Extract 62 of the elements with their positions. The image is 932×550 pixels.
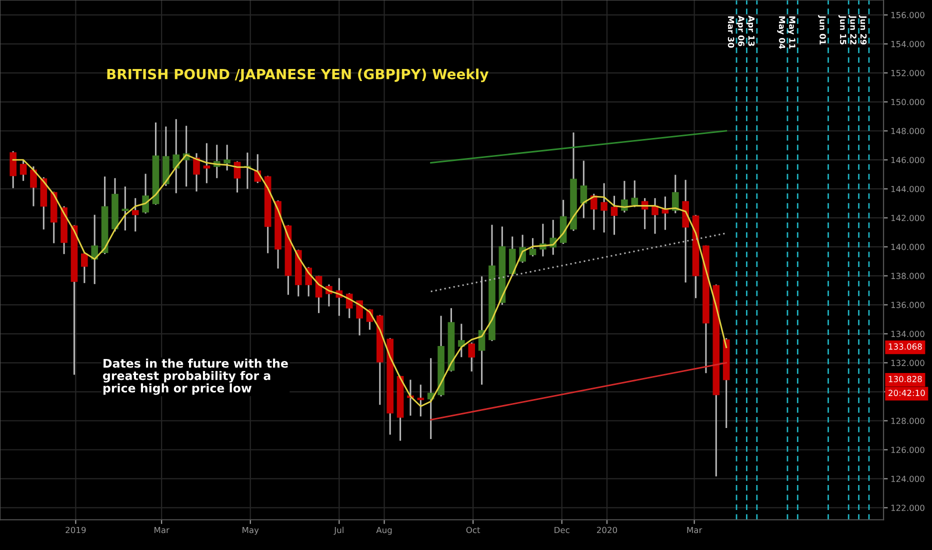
candlestick: [427, 357, 434, 440]
y-tick-label: 154.000: [891, 40, 924, 48]
ref-line-label: Jun 29: [858, 15, 867, 45]
x-tick-label: Oct: [466, 526, 480, 534]
y-tick-label: 148.000: [891, 128, 924, 134]
y-tick-label: 142.000: [891, 214, 924, 222]
candlestick: [610, 195, 618, 236]
candlestick: [600, 182, 608, 234]
candlestick: [203, 142, 210, 184]
candlestick: [30, 166, 37, 208]
candlestick: [172, 118, 180, 194]
ref-line-label: May 04: [777, 16, 786, 49]
ref-line-label: Jun 01: [818, 15, 826, 44]
candlestick: [132, 197, 139, 232]
candlestick: [621, 180, 628, 214]
ref-line-label: Mar 30: [728, 16, 734, 48]
annotation: Dates in the future with the greatest probability for a price high or price low: [103, 358, 288, 395]
candlestick: [356, 300, 363, 336]
text: 20:42:10: [888, 390, 925, 396]
candlestick: [142, 173, 149, 214]
y-tick-label: 156.000: [891, 12, 924, 18]
y-tick-label: 152.000: [891, 70, 924, 76]
x-tick-label: 2020: [596, 526, 618, 534]
candlestick: [529, 237, 536, 258]
x-tick-label: Mar: [687, 526, 702, 534]
x-tick-label: Aug: [376, 526, 392, 535]
x-tick-label: Mar: [154, 526, 170, 534]
y-tick-label: 140.000: [891, 244, 924, 250]
candlestick: [193, 152, 200, 192]
y-tick-label: 122.000: [891, 504, 924, 512]
x-tick-label: May: [242, 526, 259, 535]
y-tick-label: 146.000: [891, 156, 924, 164]
x-tick-label: Jul: [334, 526, 344, 535]
ref-line-label: Jun 15: [838, 15, 846, 44]
ref-line-label: May 11: [787, 16, 796, 49]
candlestick: [590, 193, 598, 231]
y-tick-label: 134.000: [891, 330, 924, 338]
y-tick-label: 138.000: [891, 272, 924, 280]
ref-line-label: Jun 22: [848, 15, 856, 44]
ref-line-label: Apr 06: [736, 16, 744, 46]
text: BRITISH POUND /JAPANESE YEN (GBPJPY) Weekly: [107, 68, 488, 82]
x-tick-label: Dec: [554, 526, 570, 534]
annotation: 133.068: [888, 343, 922, 350]
x-tick-label: 2019: [66, 526, 86, 534]
ref-line-label: Apr 13: [746, 16, 755, 46]
y-tick-label: 132.000: [891, 360, 924, 366]
y-tick-label: 128.000: [891, 418, 924, 424]
y-tick-label: 126.000: [891, 446, 924, 454]
y-tick-label: 136.000: [891, 302, 924, 308]
candlestick: [20, 159, 27, 182]
candlestick: [458, 323, 465, 358]
y-tick-label: 144.000: [891, 186, 924, 192]
y-tick-label: 124.000: [891, 476, 924, 482]
annotation: 130.828: [888, 376, 922, 382]
candlestick: [10, 150, 17, 189]
candlestick: [81, 252, 88, 284]
candlestick: [122, 186, 129, 232]
y-tick-label: 150.000: [891, 98, 924, 106]
candlestick: [672, 174, 679, 214]
candlestick: [224, 144, 230, 172]
candlestick: [468, 342, 476, 372]
candlestick: [631, 180, 638, 208]
